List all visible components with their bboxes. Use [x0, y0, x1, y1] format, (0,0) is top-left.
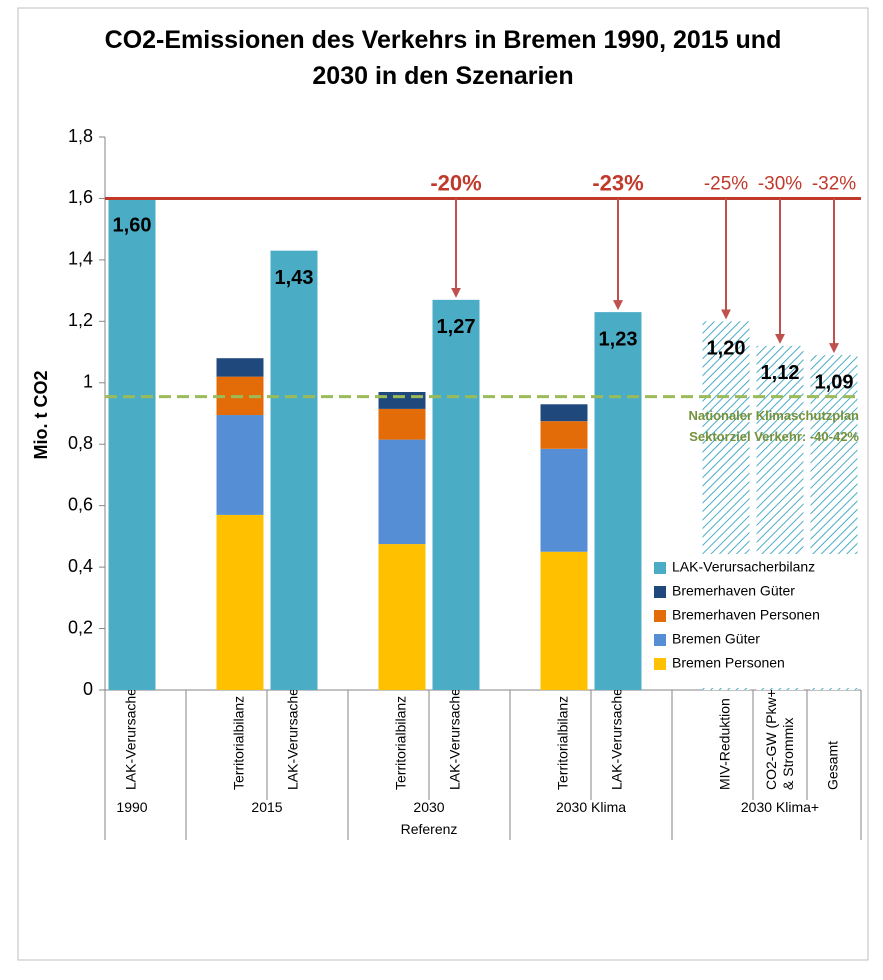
bar [108, 198, 156, 690]
legend-label: Bremerhaven Güter [672, 583, 795, 599]
chart-border [17, 7, 869, 961]
y-tick-label: 1,8 [68, 126, 93, 146]
data-label: 1,12 [761, 362, 800, 384]
bar [216, 514, 264, 690]
target-label: Nationaler Klimaschutzplan [689, 408, 860, 423]
bar [270, 250, 318, 690]
group-label: 2030 Klima+ [740, 799, 820, 815]
data-label: 1,60 [113, 215, 152, 237]
bar [378, 439, 426, 545]
change-label: -32% [812, 173, 856, 194]
group-label: 2015 [251, 799, 283, 815]
y-tick-label: 1,4 [68, 249, 93, 269]
bar [432, 299, 480, 690]
bar [378, 391, 426, 409]
bar [540, 551, 588, 690]
bar [540, 404, 588, 422]
change-label: -25% [704, 173, 748, 194]
y-tick-label: 1,6 [68, 187, 93, 207]
legend-label: Bremerhaven Personen [672, 607, 820, 623]
y-tick-label: 0,2 [68, 617, 93, 637]
data-label: 1,43 [275, 267, 314, 289]
y-tick-label: 0 [83, 679, 93, 699]
bar [216, 415, 264, 515]
legend-swatch [654, 562, 666, 574]
change-label: -23% [592, 170, 643, 195]
legend-swatch [654, 586, 666, 598]
legend-swatch [654, 610, 666, 622]
group-label: 2030 Referenz [400, 799, 458, 837]
group-label: 1990 [116, 799, 148, 815]
change-label: -20% [430, 170, 481, 195]
legend-label: Bremen Güter [672, 631, 760, 647]
bar [540, 448, 588, 552]
legend-swatch [654, 658, 666, 670]
chart-title: CO2-Emissionen des Verkehrs in Bremen 19… [104, 26, 782, 90]
y-tick-label: 1 [83, 372, 93, 392]
x-tick-label: Territorialbilanz [555, 696, 571, 790]
group-label: 2030 Klima [555, 799, 627, 815]
x-tick-label: Territorialbilanz [231, 696, 247, 790]
target-label: Sektorziel Verkehr: -40-42% [689, 429, 859, 444]
data-label: 1,09 [815, 371, 854, 393]
y-axis-label: Mio. t CO2 [31, 371, 51, 460]
legend-label: Bremen Personen [672, 655, 785, 671]
x-tick-label: Gesamt [825, 741, 841, 790]
bar [378, 408, 426, 440]
bar [378, 544, 426, 690]
x-tick-label: MIV-Reduktion [717, 698, 733, 790]
legend [647, 554, 859, 688]
bar [594, 312, 642, 690]
change-label: -30% [758, 173, 802, 194]
bar [540, 421, 588, 449]
bar [216, 358, 264, 377]
data-label: 1,23 [599, 328, 638, 350]
legend-swatch [654, 634, 666, 646]
x-tick-label: CO2-GW (Pkw+Lkw)& Strommix [763, 660, 796, 790]
legend-label: LAK-Verursacherbilanz [672, 559, 815, 575]
y-tick-label: 0,4 [68, 556, 93, 576]
data-label: 1,20 [707, 338, 746, 360]
y-tick-label: 1,2 [68, 310, 93, 330]
y-tick-label: 0,6 [68, 494, 93, 514]
data-label: 1,27 [437, 316, 476, 338]
y-tick-label: 0,8 [68, 433, 93, 453]
x-tick-label: Territorialbilanz [393, 696, 409, 790]
